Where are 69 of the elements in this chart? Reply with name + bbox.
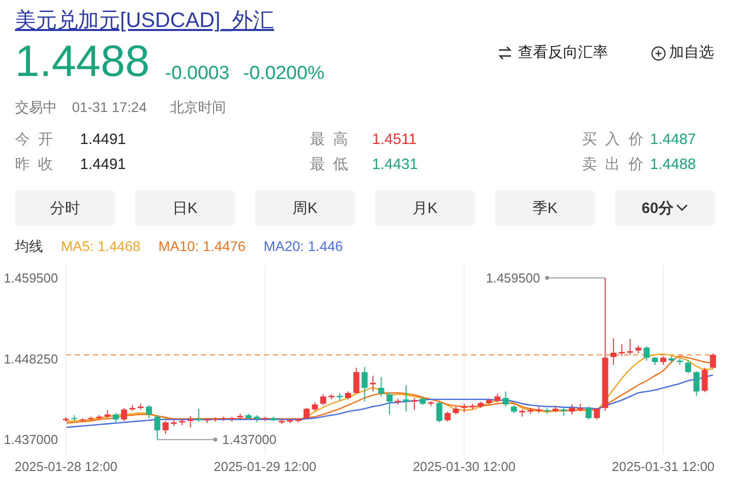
text: 加自选 bbox=[669, 44, 714, 61]
text: 60分 bbox=[642, 198, 674, 218]
text: 卖 出 价 bbox=[582, 156, 646, 173]
text: 分时 bbox=[50, 198, 80, 218]
candlestick bbox=[403, 384, 410, 412]
candlestick bbox=[644, 346, 650, 362]
candlestick bbox=[444, 411, 451, 422]
candlestick bbox=[304, 408, 310, 420]
annotation: 1.437000 bbox=[222, 432, 277, 448]
annotation: 1.459500 bbox=[486, 270, 540, 286]
text: -0.0003 bbox=[165, 63, 230, 84]
candlestick bbox=[586, 406, 592, 420]
candlestick bbox=[568, 404, 575, 415]
text: 昨 收 bbox=[15, 156, 56, 173]
text: 最 高 bbox=[310, 131, 350, 148]
candlestick bbox=[685, 359, 692, 374]
x-tick-label: 2025-01-29 12:00 bbox=[214, 459, 316, 474]
text: 01-31 17:24 bbox=[72, 99, 147, 115]
x-tick-label: 2025-01-30 12:00 bbox=[412, 459, 516, 474]
candlestick bbox=[146, 404, 152, 419]
text: 周K bbox=[292, 198, 318, 218]
text: 买 入 价 bbox=[582, 131, 646, 148]
text: 1.4487 bbox=[650, 131, 696, 148]
candlestick bbox=[436, 401, 442, 423]
text: -0.0200% bbox=[243, 63, 324, 84]
text: 1.4511 bbox=[372, 131, 417, 148]
text: 1.4488 bbox=[650, 156, 696, 173]
y-tick-label: 1.459500 bbox=[4, 270, 58, 286]
text: 1.4488 bbox=[15, 37, 150, 86]
x-tick-label: 2025-01-31 12:00 bbox=[612, 459, 715, 474]
candlestick bbox=[154, 414, 160, 440]
candlestick bbox=[386, 392, 392, 415]
candlestick bbox=[502, 390, 509, 408]
text: MA20: 1.446 bbox=[264, 238, 343, 256]
candlestick bbox=[594, 408, 600, 420]
candlestick bbox=[320, 394, 326, 406]
text: 今 开 bbox=[15, 131, 56, 148]
text: 北京时间 bbox=[170, 99, 226, 115]
text: 季K bbox=[532, 198, 558, 218]
x-tick-label: 2025-01-28 12:00 bbox=[14, 459, 118, 474]
text: MA10: 1.4476 bbox=[158, 238, 246, 256]
text: 最 低 bbox=[310, 156, 350, 173]
text: MA5: 1.4468 bbox=[61, 238, 140, 256]
candlestick bbox=[627, 338, 634, 356]
candlestick bbox=[378, 376, 384, 398]
candlestick bbox=[411, 397, 418, 411]
text: 交易中 bbox=[15, 99, 57, 115]
text: 查看反向汇率 bbox=[518, 44, 608, 61]
candlestick bbox=[370, 375, 376, 392]
candlestick bbox=[112, 412, 119, 424]
y-tick-label: 1.448250 bbox=[4, 351, 58, 366]
candlestick bbox=[618, 344, 625, 357]
candlestick bbox=[353, 367, 360, 394]
text: 1.4491 bbox=[80, 156, 126, 173]
text: 日K bbox=[172, 198, 198, 218]
legend-title: 均线 bbox=[15, 238, 43, 256]
chart-title: 美元兑加元[USDCAD]_外汇 bbox=[15, 8, 274, 34]
text: 1.4491 bbox=[80, 131, 126, 148]
candlestick bbox=[710, 352, 716, 369]
candlestick bbox=[702, 367, 708, 393]
candlestick bbox=[187, 415, 194, 428]
candlestick bbox=[121, 408, 128, 422]
candlestick bbox=[693, 370, 700, 396]
candlestick bbox=[610, 338, 616, 366]
text: 1.4431 bbox=[372, 156, 418, 173]
candlestick bbox=[362, 366, 368, 402]
y-tick-label: 1.437000 bbox=[4, 432, 58, 448]
text: 月K bbox=[412, 198, 438, 218]
candlestick bbox=[162, 420, 169, 434]
